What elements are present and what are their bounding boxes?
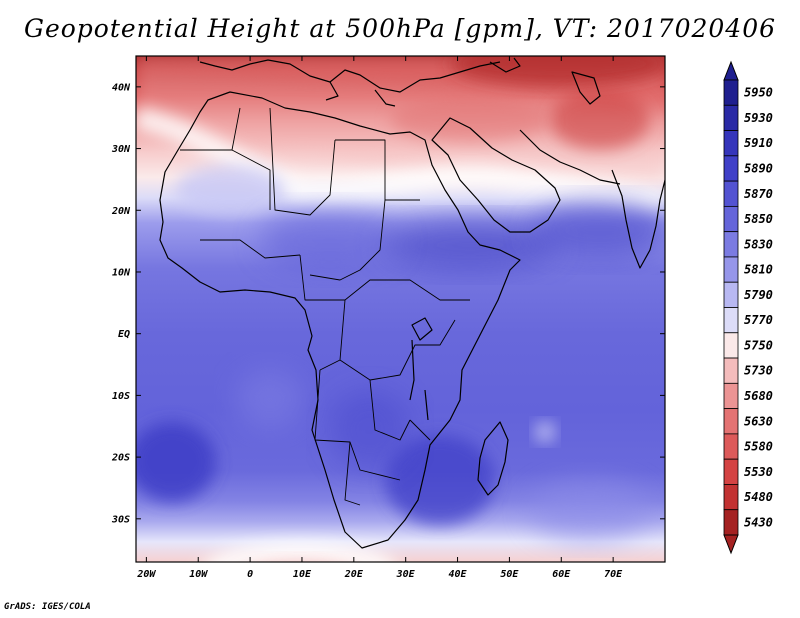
colorbar-swatch [723, 256, 739, 283]
colorbar-swatch [723, 509, 739, 536]
colorbar-swatch [723, 104, 739, 131]
height-field [136, 56, 665, 562]
colorbar-level-label: 5630 [744, 414, 773, 428]
lat-tick-label: 30S [111, 514, 130, 525]
colorbar-level-label: 5580 [744, 440, 773, 454]
lon-tick-label: 20E [344, 569, 364, 580]
lat-tick-label: 20S [111, 453, 130, 464]
colorbar-swatch [723, 357, 739, 384]
lon-tick-label: 10W [189, 569, 208, 580]
longitude-axis: 20W 10W 0 10E 20E 30E 40E 50E 60E 70E [136, 56, 623, 580]
colorbar-bottom-arrow [723, 534, 739, 555]
country-borders [180, 107, 470, 506]
lon-tick-label: 50E [500, 569, 519, 580]
colorbar-swatch [723, 180, 739, 207]
colorbar-swatch [723, 458, 739, 485]
colorbar-level-label: 5430 [744, 515, 773, 529]
latitude-axis: 40N 30N 20N 10N EQ 10S 20S 30S [111, 82, 665, 525]
colorbar-level-label: 5750 [744, 338, 773, 352]
colorbar-level-label: 5930 [744, 111, 773, 125]
colorbar-swatch [723, 382, 739, 410]
colorbar-level-label: 5850 [744, 212, 773, 226]
lon-tick-label: 60E [552, 569, 571, 580]
colorbar-level-label: 5790 [744, 288, 773, 302]
colorbar-swatch [723, 484, 739, 511]
colorbar-level-label: 5730 [744, 364, 773, 378]
colorbar-swatch [723, 155, 739, 182]
colorbar-level-label: 5810 [744, 263, 773, 277]
lat-tick-label: 40N [112, 82, 131, 93]
colorbar-swatch [723, 332, 739, 359]
colorbar-level-label: 5890 [744, 161, 773, 175]
colorbar-swatch [723, 408, 739, 435]
colorbar: 5950 5930 5910 5890 5870 5850 5830 5810 5790 5770… [723, 60, 773, 555]
lon-tick-label: 0 [247, 569, 253, 580]
credit-label: GrADS: IGES/COLA [4, 602, 91, 612]
colorbar-level-label: 5910 [744, 136, 773, 150]
colorbar-swatch [723, 205, 739, 233]
lat-tick-label: 10S [112, 391, 130, 402]
colorbar-swatch [723, 281, 739, 308]
lat-tick-label: EQ [118, 329, 130, 340]
lon-tick-label: 30E [396, 569, 416, 580]
lon-tick-label: 10E [293, 569, 312, 580]
colorbar-swatch [723, 79, 739, 106]
colorbar-level-label: 5870 [744, 187, 773, 201]
colorbar-level-label: 5530 [744, 465, 773, 479]
coastlines [159, 57, 665, 549]
colorbar-swatch [723, 231, 739, 258]
colorbar-level-label: 5480 [744, 490, 773, 504]
colorbar-top-arrow [723, 60, 739, 81]
map-frame [135, 55, 666, 563]
colorbar-level-label: 5830 [744, 237, 773, 251]
colorbar-level-label: 5950 [744, 86, 773, 100]
lat-tick-label: 20N [111, 206, 131, 217]
lon-tick-label: 70E [604, 569, 623, 580]
lat-tick-label: 10N [112, 267, 131, 278]
colorbar-level-label: 5680 [744, 389, 773, 403]
colorbar-swatch [723, 130, 739, 157]
map-title: Geopotential Height at 500hPa [gpm], VT:… [23, 14, 777, 43]
colorbar-swatch [723, 307, 739, 334]
lat-tick-label: 30N [111, 144, 131, 155]
colorbar-level-label: 5770 [744, 313, 773, 327]
colorbar-swatch [723, 433, 739, 460]
lon-tick-label: 40E [449, 569, 468, 580]
lon-tick-label: 20W [136, 569, 156, 580]
